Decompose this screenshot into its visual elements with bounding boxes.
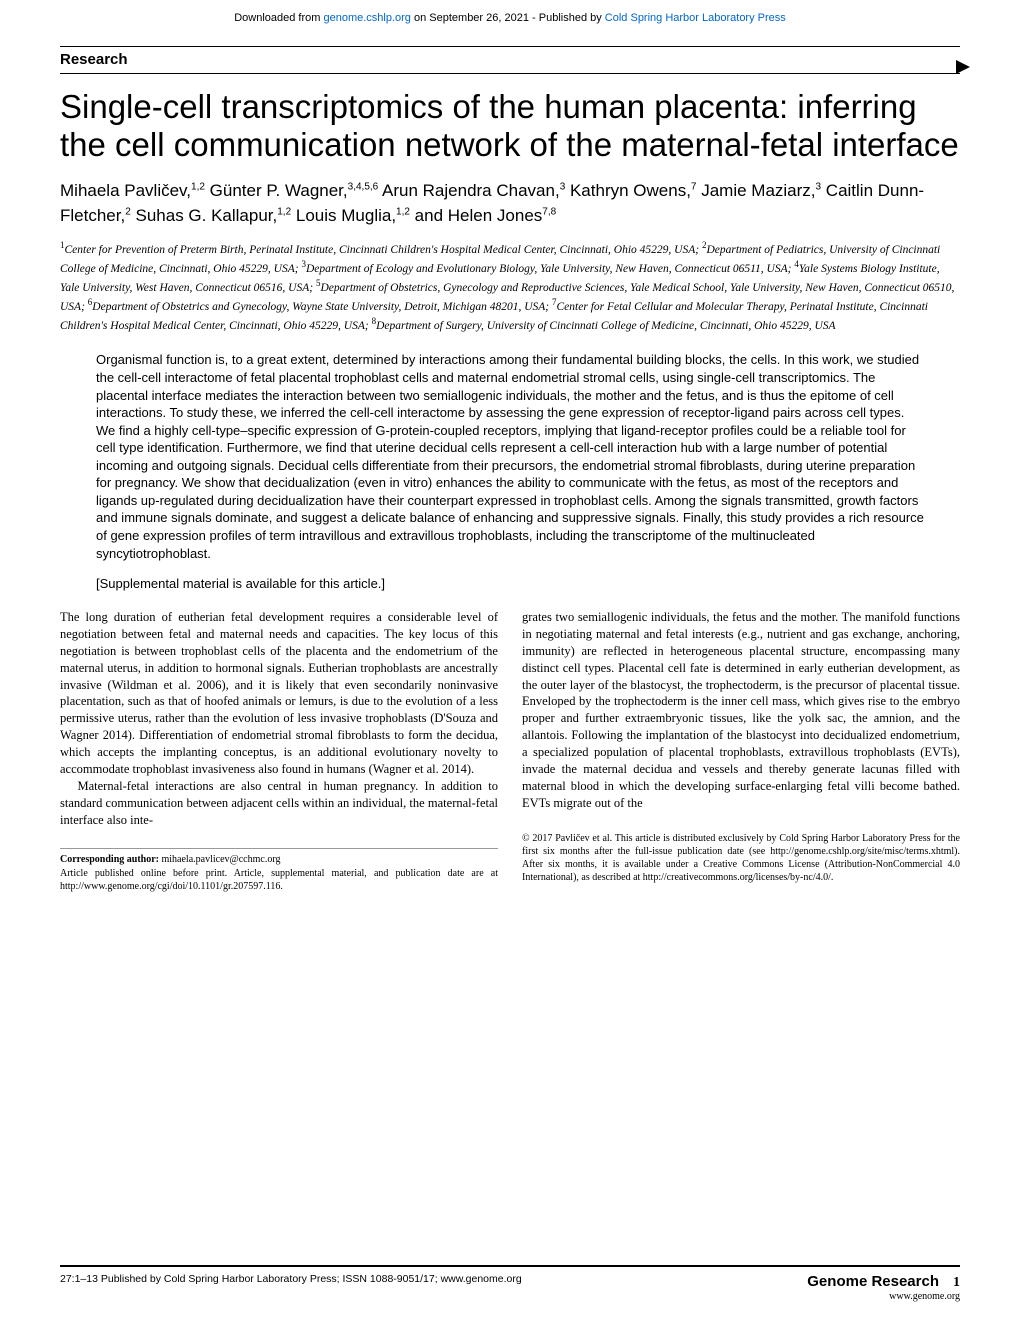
section-label: Research (60, 51, 128, 68)
copyright-notice: © 2017 Pavličev et al. This article is d… (522, 832, 960, 884)
corresponding-label: Corresponding author: (60, 854, 162, 865)
article-title: Single-cell transcriptomics of the human… (60, 88, 960, 164)
abstract: Organismal function is, to a great exten… (60, 351, 960, 562)
banner-link-source[interactable]: genome.cshlp.org (323, 12, 410, 24)
banner-prefix: Downloaded from (234, 12, 323, 24)
body-paragraph: Maternal-fetal interactions are also cen… (60, 778, 498, 829)
body-paragraph: grates two semiallogenic individuals, th… (522, 609, 960, 812)
footer-url: www.genome.org (807, 1291, 960, 1302)
affiliations: 1Center for Prevention of Preterm Birth,… (60, 239, 960, 334)
body-text: The long duration of eutherian fetal dev… (60, 609, 960, 894)
corresponding-note: Article published online before print. A… (60, 868, 498, 893)
footer-page-number: 1 (953, 1275, 960, 1290)
section-header: Research (60, 46, 960, 74)
corresponding-author: Corresponding author: mihaela.pavlicev@c… (60, 848, 498, 894)
corresponding-email: mihaela.pavlicev@cchmc.org (162, 854, 281, 865)
banner-link-publisher[interactable]: Cold Spring Harbor Laboratory Press (605, 12, 786, 24)
body-paragraph: The long duration of eutherian fetal dev… (60, 609, 498, 778)
body-column-left: The long duration of eutherian fetal dev… (60, 609, 498, 894)
body-column-right: grates two semiallogenic individuals, th… (522, 609, 960, 894)
banner-mid: on September 26, 2021 - Published by (411, 12, 605, 24)
footer-journal-name: Genome Research (807, 1273, 939, 1290)
footer-citation: 27:1–13 Published by Cold Spring Harbor … (60, 1273, 522, 1285)
download-banner: Downloaded from genome.cshlp.org on Sept… (60, 0, 960, 32)
footer-journal-block: Genome Research 1 www.genome.org (807, 1273, 960, 1302)
authors-list: Mihaela Pavličev,1,2 Günter P. Wagner,3,… (60, 178, 960, 229)
page-footer: 27:1–13 Published by Cold Spring Harbor … (60, 1265, 960, 1302)
supplemental-note: [Supplemental material is available for … (60, 576, 960, 591)
